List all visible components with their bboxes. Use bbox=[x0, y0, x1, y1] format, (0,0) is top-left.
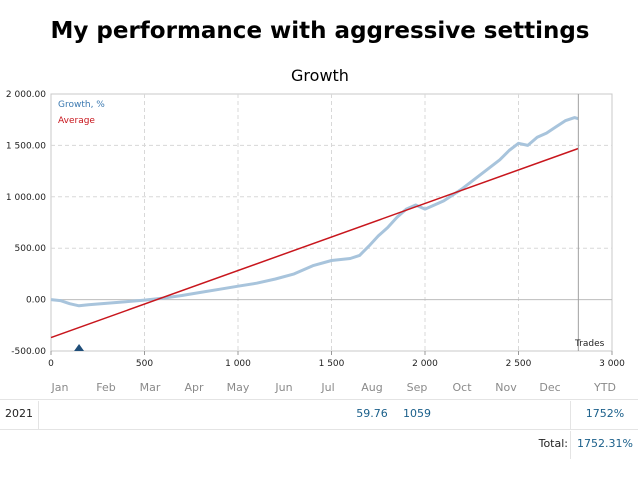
page-title: My performance with aggressive settings bbox=[50, 18, 590, 44]
year-label: 2021 bbox=[5, 407, 33, 420]
table-header-row: Jan Feb Mar Apr May Jun Jul Aug Sep Oct Nov Dec YTD bbox=[0, 375, 640, 403]
month-header: Oct bbox=[452, 381, 472, 394]
legend-average: Average bbox=[58, 116, 95, 126]
month-header: Jun bbox=[275, 381, 293, 394]
chart-title: Growth bbox=[291, 66, 349, 85]
table-divider bbox=[0, 429, 638, 430]
x-tick-label: 500 bbox=[136, 359, 153, 369]
x-tick-label: 0 bbox=[48, 359, 54, 369]
table-divider bbox=[38, 401, 39, 429]
x-tick-label: 2 500 bbox=[506, 359, 532, 369]
y-tick-label: 2 000.00 bbox=[6, 90, 46, 100]
ytd-value: 1752% bbox=[585, 407, 625, 420]
y-tick-label: 1 000.00 bbox=[6, 193, 46, 203]
month-header: Dec bbox=[539, 381, 561, 394]
table-divider bbox=[0, 399, 638, 400]
ytd-header: YTD bbox=[594, 381, 616, 394]
x-tick-label: 3 000 bbox=[599, 359, 625, 369]
table-divider bbox=[570, 401, 571, 429]
table-divider bbox=[570, 431, 571, 459]
month-header: Jan bbox=[51, 381, 69, 394]
table-body: 2021 59.76 1059 1752% bbox=[0, 401, 640, 431]
growth-series-line bbox=[50, 116, 579, 308]
table-total-row: Total: 1752.31% bbox=[0, 431, 640, 461]
month-header: May bbox=[226, 381, 250, 394]
y-tick-label: -500.00 bbox=[11, 347, 46, 357]
x-tick-label: 1 500 bbox=[319, 359, 345, 369]
y-tick-label: 0.00 bbox=[26, 296, 46, 306]
month-header: Jul bbox=[321, 381, 335, 394]
month-value: 59.76 bbox=[356, 407, 388, 420]
x-tick-label: 1 000 bbox=[225, 359, 251, 369]
month-header: Mar bbox=[139, 381, 161, 394]
month-header: Apr bbox=[184, 381, 204, 394]
x-axis-label: Trades bbox=[574, 339, 605, 349]
total-value: 1752.31% bbox=[577, 437, 633, 450]
month-header: Nov bbox=[495, 381, 517, 394]
y-tick-label: 500.00 bbox=[15, 244, 47, 254]
average-series-line bbox=[50, 147, 579, 339]
legend-growth: Growth, % bbox=[58, 100, 105, 110]
month-header: Feb bbox=[96, 381, 116, 394]
month-header: Aug bbox=[361, 381, 383, 394]
month-header: Sep bbox=[406, 381, 428, 394]
growth-chart: 0 500 1 000 1 500 2 000 2 500 3 000 -500.00 0.00… bbox=[6, 90, 625, 369]
month-value: 1059 bbox=[403, 407, 431, 420]
x-tick-label: 2 000 bbox=[412, 359, 438, 369]
total-label: Total: bbox=[538, 437, 568, 450]
deposit-marker-icon bbox=[74, 344, 85, 351]
y-tick-label: 1 500.00 bbox=[6, 141, 46, 151]
